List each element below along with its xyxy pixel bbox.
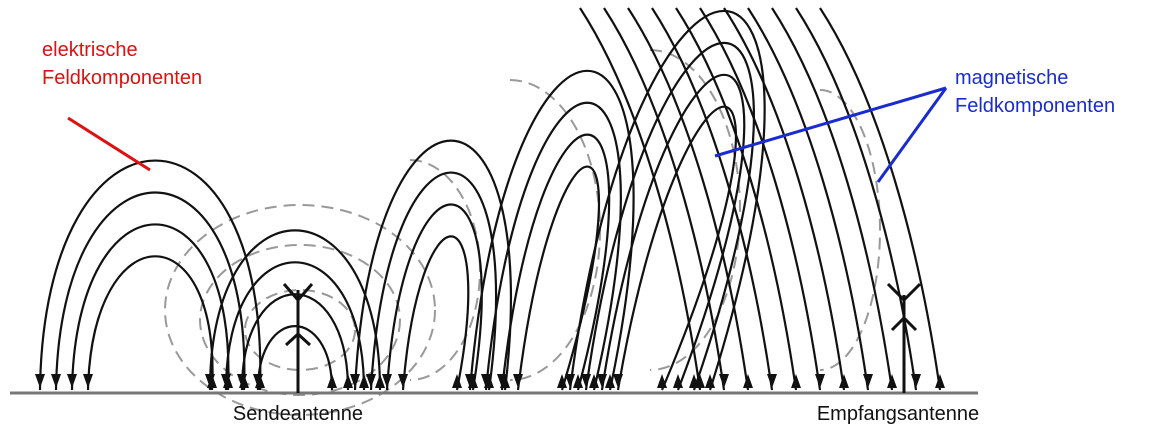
arrowhead [935,374,945,388]
transmit-antenna [282,283,314,393]
arrowhead [597,374,607,388]
arrowhead [35,374,45,388]
field-line [819,7,942,391]
arrowhead [565,374,575,388]
arrowhead [465,374,475,388]
arrowhead [791,374,801,388]
arrowhead [382,374,392,388]
field-loop [401,235,470,391]
arrowhead [398,374,408,388]
transmitter-label: Sendeantenne [233,403,363,425]
field-loop [54,191,246,391]
arrowhead [497,374,507,388]
field-loop [86,255,214,391]
arrowhead [452,374,462,388]
magnetic-circle [164,204,436,416]
field-line [651,7,774,391]
arrowhead [343,374,353,388]
magnetic-arc [509,79,601,381]
field-line [771,7,894,391]
arrowhead [237,374,247,388]
magnetic-arc [819,89,881,371]
field-line [747,7,870,391]
arrowhead [613,374,623,388]
arrowhead [887,374,897,388]
arrowhead [705,374,715,388]
arrowhead [573,374,583,388]
arrowhead [67,374,77,388]
arrowhead [911,374,921,388]
arrowhead [719,374,729,388]
arrowhead [83,374,93,388]
electric-label: Feldkomponenten [42,67,202,89]
arrowhead [51,374,61,388]
arrowhead [327,374,337,388]
field-loop [353,139,513,391]
field-loop [240,293,350,391]
arrowhead [605,374,615,388]
field-loop [468,69,635,391]
field-line [699,7,822,391]
field-line [723,7,846,391]
field-loop [70,223,230,391]
arrowhead [839,374,849,388]
receive-antenna [886,282,922,393]
magnetic-label: Feldkomponenten [955,95,1115,117]
field-arrows [35,374,945,388]
arrowhead [863,374,873,388]
field-loop [616,105,737,391]
arrowhead [767,374,777,388]
arrowhead [581,374,591,388]
receiver-label: Empfangsantenne [817,403,979,425]
arrowhead [589,374,599,388]
field-line [627,7,750,391]
electric-field-lines [38,7,942,391]
arrowhead [253,374,263,388]
arrowhead [350,374,360,388]
field-loop [584,42,755,391]
magnetic-circle [199,244,401,396]
field-loop [224,261,366,391]
arrowhead [743,374,753,388]
field-loop [38,159,262,391]
magnetic-circle [244,289,356,371]
arrowhead [221,374,231,388]
arrowhead [657,374,667,388]
arrowhead [513,374,523,388]
arrowhead [695,374,705,388]
field-loop [484,101,622,391]
electric-leader [67,116,151,172]
arrowhead [359,374,369,388]
arrowhead [375,374,385,388]
field-loop [500,133,611,391]
arrowhead [673,374,683,388]
magnetic-label: magnetische [955,67,1068,89]
field-loop [256,325,334,391]
magnetic-leader [876,87,948,183]
field-loop [600,73,746,391]
field-loop [516,165,601,391]
arrowhead [366,374,376,388]
arrowhead [205,374,215,388]
arrowhead [481,374,491,388]
electric-label: elektrische [42,39,138,61]
field-line [603,7,726,391]
field-loop [208,229,382,391]
field-line [675,7,798,391]
magnetic-leader [714,86,947,158]
field-line [795,7,918,391]
arrowhead [557,374,567,388]
field-line [579,7,702,391]
field-loop [369,171,498,391]
arrowhead [815,374,825,388]
